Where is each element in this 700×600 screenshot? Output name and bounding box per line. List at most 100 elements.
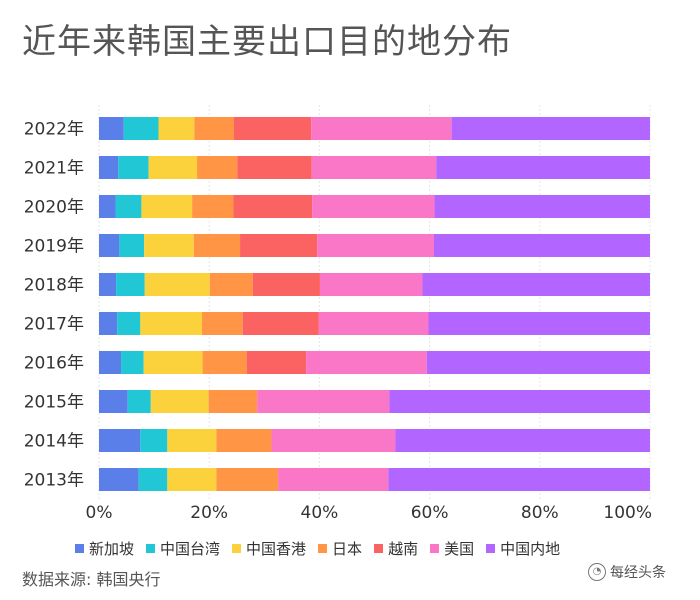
bar-segment [144,234,194,257]
legend: 新加坡 中国台湾 中国香港 日本 越南 美国 中国内地 [75,538,560,559]
legend-item-japan: 日本 [318,538,362,559]
bar-segment [317,234,435,257]
x-tick-label: 20% [190,503,228,523]
bar-segment [138,468,168,491]
bar-segment [167,468,217,491]
bar-segment [115,195,142,218]
bar-segment [233,117,312,140]
bar-segment [252,273,320,296]
bar-segment [127,390,151,413]
bar-segment [99,117,124,140]
category-label: 2017年 [24,315,84,335]
bar-segment [389,390,650,413]
legend-item-usa: 美国 [430,538,474,559]
x-tick-label: 100% [603,503,652,523]
bar-segment [119,234,145,257]
bar-segment [434,195,650,218]
stacked-bar-chart: 2022年 2021年 2020年 2019年 2018年 2017年 2016年 2015年… [24,105,652,523]
bar-segment [144,273,210,296]
bar-segment [116,273,145,296]
category-label: 2019年 [24,237,84,257]
bar-segment [311,156,437,179]
bar-segment [240,234,318,257]
bar-segment [99,429,141,452]
bar-segment [278,468,389,491]
bar-segment [194,117,234,140]
legend-swatch [374,544,384,553]
bar-segment [246,351,307,374]
bar-segment [318,312,429,335]
x-tick-label: 40% [301,503,339,523]
bar-segment [434,234,650,257]
legend-item-mainland-china: 中国内地 [486,538,560,559]
category-label: 2018年 [24,276,84,296]
bar-segment [436,156,650,179]
bar-segment [99,390,128,413]
bar-segment [193,234,241,257]
bar-segment [202,312,243,335]
bar-segment [395,429,650,452]
x-tick-label: 80% [521,503,559,523]
legend-item-taiwan: 中国台湾 [146,538,220,559]
bar-segment [167,429,217,452]
category-label: 2022年 [24,120,84,140]
bar-segment [422,273,650,296]
legend-swatch [318,544,328,553]
chart-title: 近年来韩国主要出口目的地分布 [22,22,512,62]
legend-swatch [75,544,84,553]
bar-segment [233,195,313,218]
bar-segment [99,234,120,257]
bar-segment [426,351,650,374]
bar-segment [202,351,247,374]
bar-segment [99,195,116,218]
legend-swatch [486,544,496,553]
x-tick-label: 0% [86,503,113,523]
bar-segment [158,117,195,140]
legend-item-hongkong: 中国香港 [232,538,306,559]
bar-segment [118,156,149,179]
bar-segment [99,156,119,179]
bar-segment [216,429,272,452]
bar-segment [140,429,168,452]
bar-segment [319,273,423,296]
category-label: 2013年 [24,471,84,491]
legend-swatch [146,544,156,553]
bar-segment [123,117,159,140]
x-tick-label: 60% [411,503,449,523]
bar-segment [150,390,209,413]
bar-segment [237,156,312,179]
category-label: 2015年 [24,393,84,413]
bar-segment [99,468,139,491]
category-label: 2020年 [24,198,84,218]
bar-segment [121,351,144,374]
bar-segment [209,273,253,296]
bar-segment [428,312,650,335]
bar-segment [388,468,650,491]
bar-segment [99,312,118,335]
bar-segment [306,351,427,374]
bar-segment [257,390,390,413]
bar-segment [311,117,452,140]
bar-segment [99,273,117,296]
bar-segment [192,195,234,218]
watermark: ◔ 每经头条 [588,562,666,582]
bar-segment [99,351,122,374]
bar-segment [271,429,396,452]
bar-segment [143,351,203,374]
bar-segment [117,312,141,335]
legend-swatch [430,544,440,553]
category-label: 2014年 [24,432,84,452]
category-label: 2016年 [24,354,84,374]
bar-segment [208,390,258,413]
bar-segment [148,156,198,179]
wechat-icon: ◔ [588,563,606,581]
bar-segment [216,468,279,491]
bar-segment [312,195,435,218]
bar-segment [451,117,650,140]
source-note: 数据来源: 韩国央行 [22,570,161,589]
category-label: 2021年 [24,159,84,179]
bar-segment [140,312,203,335]
legend-item-singapore: 新加坡 [75,538,134,559]
legend-swatch [232,544,242,553]
legend-item-vietnam: 越南 [374,538,418,559]
